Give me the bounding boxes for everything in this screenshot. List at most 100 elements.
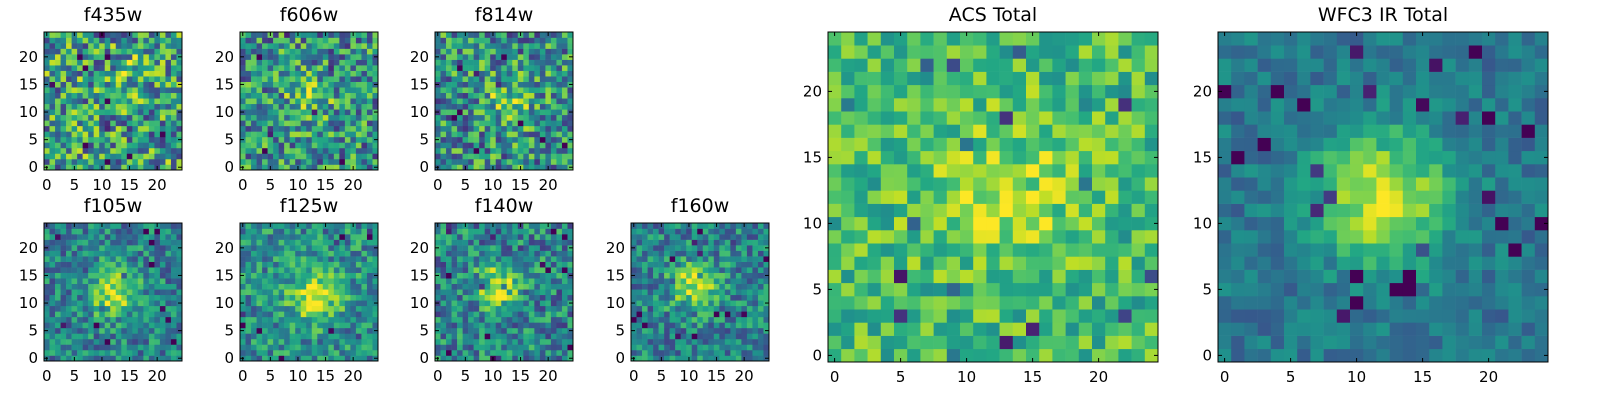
heatmap-cell <box>126 43 133 49</box>
heatmap-cell <box>686 344 693 351</box>
heatmap-cell <box>55 37 61 44</box>
heatmap-cell <box>344 322 351 329</box>
heatmap-cell <box>170 153 177 160</box>
heatmap-cell <box>512 54 519 60</box>
heatmap-cell <box>647 327 654 334</box>
heatmap-cell <box>680 267 687 273</box>
heatmap-cell <box>446 250 452 257</box>
heatmap-cell <box>647 305 654 312</box>
heatmap-cell <box>1012 269 1027 284</box>
heatmap-cell <box>295 316 302 323</box>
heatmap-cell <box>273 256 279 262</box>
heatmap-cell <box>999 243 1014 257</box>
heatmap-cell <box>501 300 508 307</box>
heatmap-cell <box>328 43 335 49</box>
heatmap-cell <box>757 272 764 279</box>
heatmap-cell <box>528 54 535 60</box>
y-tick-label: 0 <box>28 158 38 176</box>
heatmap-cell <box>132 256 139 262</box>
heatmap-cell <box>143 54 150 60</box>
heatmap-cell <box>708 355 715 362</box>
heatmap-cell <box>556 305 563 312</box>
heatmap-cell <box>550 344 557 351</box>
heatmap-cell <box>306 109 313 116</box>
heatmap-cell <box>350 43 357 49</box>
heatmap-cell <box>719 267 726 273</box>
heatmap-cell <box>636 349 643 356</box>
heatmap-cell <box>506 153 513 160</box>
heatmap-cell <box>328 305 335 312</box>
heatmap-cell <box>328 250 335 257</box>
heatmap-cell <box>121 87 128 94</box>
heatmap-cell <box>534 142 541 149</box>
heatmap-cell <box>137 245 144 251</box>
heatmap-cell <box>567 305 574 312</box>
heatmap-cell <box>361 164 368 171</box>
heatmap-cell <box>115 256 122 262</box>
heatmap-cell <box>1144 322 1159 336</box>
heatmap-cell <box>479 305 485 312</box>
heatmap-cell <box>556 333 563 340</box>
heatmap-cell <box>344 316 351 323</box>
heatmap-cell <box>339 344 346 351</box>
heatmap-cell <box>528 256 535 262</box>
heatmap-cell <box>71 65 78 71</box>
heatmap-cell <box>256 289 263 296</box>
heatmap-cell <box>176 294 183 301</box>
heatmap-cell <box>501 322 508 329</box>
heatmap-cell <box>1092 309 1106 323</box>
heatmap-cell <box>664 333 670 340</box>
heatmap-cell <box>88 103 94 110</box>
heatmap-cell <box>88 87 94 94</box>
heatmap-cell <box>110 289 117 296</box>
heatmap-cell <box>71 76 78 82</box>
heatmap-cell <box>55 349 61 356</box>
heatmap-cell <box>446 43 452 49</box>
heatmap-cell <box>328 48 335 55</box>
heatmap-cell <box>104 81 111 88</box>
heatmap-cell <box>344 234 351 240</box>
heatmap-cell <box>55 87 61 94</box>
heatmap-cell <box>702 333 709 340</box>
heatmap-cell <box>490 147 497 154</box>
heatmap-cell <box>894 335 908 350</box>
heatmap-cell <box>561 65 568 71</box>
heatmap-cell <box>251 327 257 334</box>
heatmap-cell <box>435 278 441 285</box>
heatmap-cell <box>148 289 155 296</box>
heatmap-cell <box>534 136 541 143</box>
heatmap-cell <box>854 296 868 310</box>
heatmap-cell <box>240 153 246 160</box>
heatmap-cell <box>71 136 78 143</box>
heatmap-cell <box>724 256 731 262</box>
heatmap-cell <box>841 322 855 336</box>
heatmap-cell <box>446 98 452 105</box>
heatmap-cell <box>867 243 882 257</box>
heatmap-cell <box>328 114 335 121</box>
heatmap-cell <box>372 131 379 138</box>
heatmap-cell <box>115 43 122 49</box>
heatmap-cell <box>148 234 155 240</box>
heatmap-cell <box>137 344 144 351</box>
heatmap-cell <box>451 283 458 290</box>
heatmap-cell <box>251 245 257 251</box>
heatmap-cell <box>512 267 519 273</box>
heatmap-cell <box>457 65 463 71</box>
panel-f160w: f160w 0 5 10 15 20 0 5 10 15 20 <box>606 195 770 385</box>
heatmap-cell <box>121 333 128 340</box>
heatmap-cell <box>88 322 94 329</box>
heatmap-cell <box>278 349 285 356</box>
heatmap-cell <box>355 48 362 55</box>
heatmap-cell <box>289 289 296 296</box>
heatmap-cell <box>159 92 166 99</box>
heatmap-cell <box>435 283 441 290</box>
heatmap-cell <box>49 300 56 307</box>
heatmap-cell <box>484 333 491 340</box>
heatmap-cell <box>636 311 643 318</box>
heatmap-cell <box>273 98 279 105</box>
heatmap-cell <box>350 87 357 94</box>
heatmap-cell <box>528 81 535 88</box>
heatmap-cell <box>920 296 934 310</box>
